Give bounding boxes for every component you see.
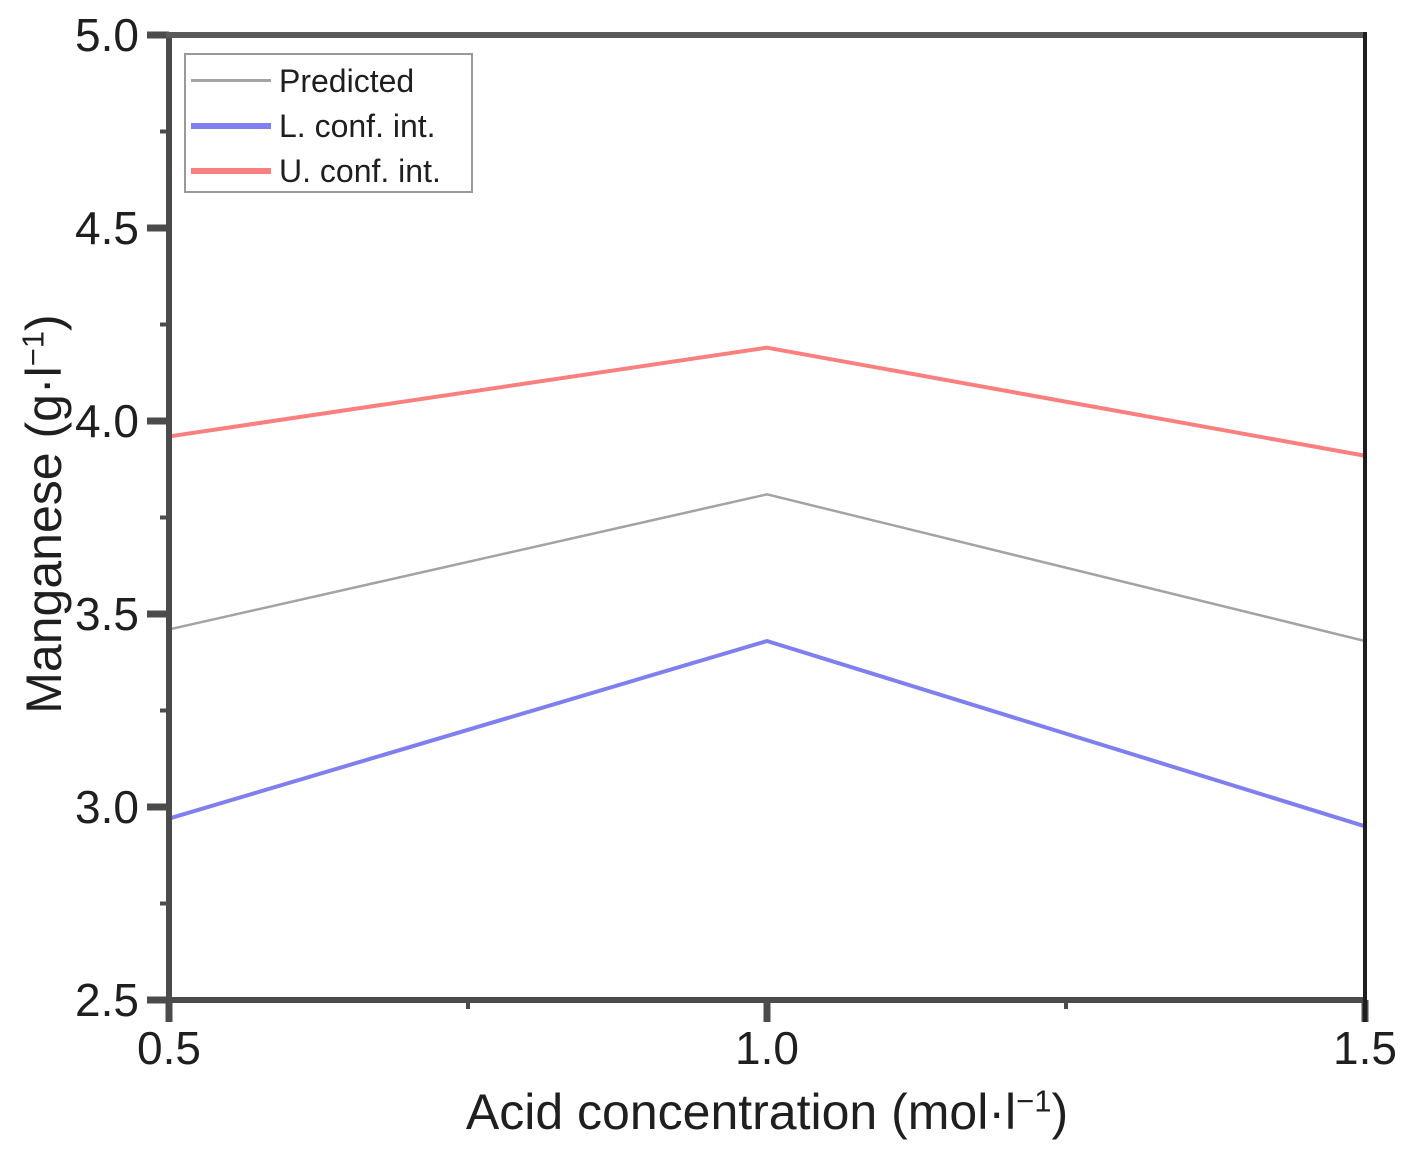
y-axis-tick-label: 4.5 bbox=[75, 202, 139, 254]
series-line-u-conf-int bbox=[168, 345, 1366, 458]
legend-item-u-conf-int: U. conf. int. bbox=[191, 148, 471, 193]
y-axis-title-close: ) bbox=[16, 314, 72, 331]
legend-item-l-conf-int: L. conf. int. bbox=[191, 103, 471, 148]
y-axis-tick-label: 5.0 bbox=[75, 9, 139, 61]
legend-label-predicted: Predicted bbox=[279, 62, 415, 99]
x-axis-title-superscript: −1 bbox=[1016, 1083, 1052, 1119]
legend-label-u-conf-int: U. conf. int. bbox=[279, 152, 441, 189]
legend-line-swatch-l-conf-int bbox=[191, 122, 271, 129]
legend-item-predicted: Predicted bbox=[191, 58, 471, 103]
x-axis-title-close: ) bbox=[1051, 1084, 1069, 1140]
y-axis-title-superscript: −1 bbox=[15, 330, 51, 367]
x-axis-tick-label: 0.5 bbox=[137, 1022, 201, 1074]
x-axis-tick-label: 1.5 bbox=[1333, 1022, 1397, 1074]
legend: Predicted L. conf. int. U. conf. int. bbox=[184, 53, 473, 193]
y-axis-title-text: Manganese (g·l bbox=[16, 366, 72, 714]
legend-line-swatch-predicted bbox=[191, 79, 271, 82]
legend-label-l-conf-int: L. conf. int. bbox=[279, 107, 436, 144]
y-axis-tick-label: 4.0 bbox=[75, 395, 139, 447]
x-axis-title: Acid concentration (mol·l−1) bbox=[169, 1083, 1365, 1141]
series-line-predicted bbox=[168, 493, 1366, 643]
legend-line-swatch-u-conf-int bbox=[191, 167, 271, 174]
x-axis-title-text: Acid concentration (mol·l bbox=[465, 1084, 1017, 1140]
y-axis-tick-label: 3.5 bbox=[75, 588, 139, 640]
y-axis-tick-label: 2.5 bbox=[75, 974, 139, 1026]
series-line-l-conf-int bbox=[168, 639, 1366, 829]
y-axis-title: Manganese (g·l−1) bbox=[15, 314, 73, 713]
y-axis-tick-label: 3.0 bbox=[75, 781, 139, 833]
x-axis-tick-label: 1.0 bbox=[735, 1022, 799, 1074]
